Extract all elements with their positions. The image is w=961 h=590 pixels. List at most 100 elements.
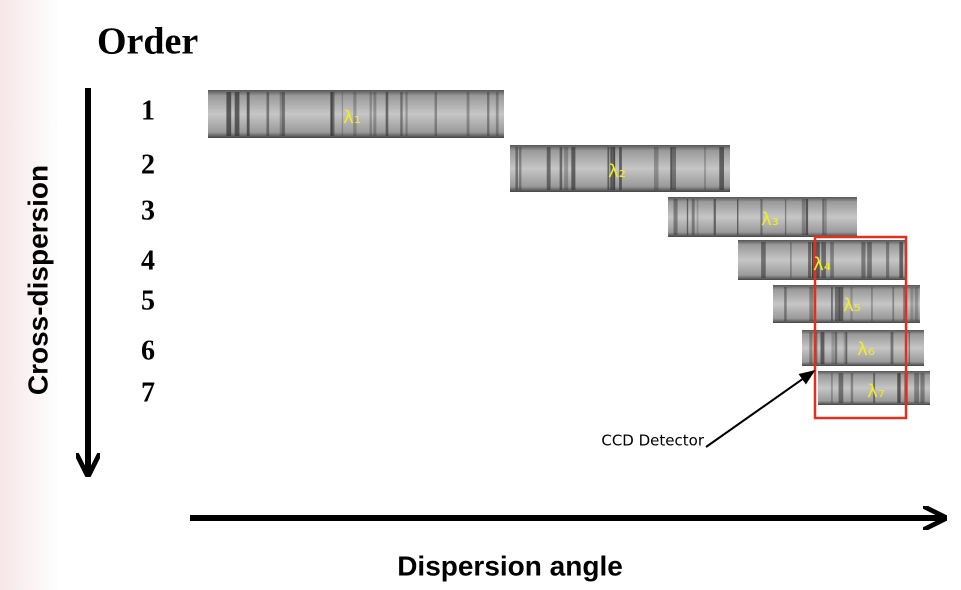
absorption-line: [850, 287, 853, 321]
background-edge: [0, 0, 60, 590]
absorption-line: [861, 242, 866, 278]
spectrum-strip: [668, 197, 857, 237]
absorption-line: [814, 242, 820, 278]
absorption-line: [405, 92, 408, 136]
absorption-line: [607, 147, 609, 190]
absorption-line: [466, 92, 470, 136]
absorption-line: [899, 242, 903, 278]
absorption-line: [546, 147, 551, 190]
absorption-line: [760, 199, 762, 235]
absorption-line: [373, 92, 377, 136]
absorption-line: [821, 242, 826, 278]
absorption-line: [809, 287, 814, 321]
absorption-line: [564, 147, 569, 190]
absorption-line: [831, 287, 833, 321]
absorption-line: [279, 92, 284, 136]
absorption-line: [815, 332, 818, 364]
absorption-line: [809, 332, 813, 364]
absorption-line: [234, 92, 240, 136]
absorption-line: [487, 92, 490, 136]
absorption-line: [761, 242, 766, 278]
detector-label: CCD Detector: [601, 432, 704, 450]
absorption-line: [761, 199, 763, 235]
order-number: 2: [141, 149, 155, 180]
absorption-line: [834, 287, 840, 321]
absorption-line: [400, 92, 402, 136]
wavelength-label: λ₃: [761, 209, 779, 230]
absorption-line: [784, 199, 787, 235]
absorption-line: [790, 242, 792, 278]
absorption-line: [737, 199, 739, 235]
wavelength-label: λ₁: [343, 107, 361, 128]
absorption-line: [910, 287, 914, 321]
order-number: 7: [141, 377, 155, 408]
title: Order: [97, 21, 198, 63]
absorption-line: [434, 92, 437, 136]
absorption-line: [873, 373, 876, 403]
absorption-line: [834, 332, 838, 364]
wavelength-label: λ₅: [843, 295, 861, 316]
absorption-line: [571, 147, 576, 190]
orders: [208, 90, 930, 405]
absorption-line: [369, 92, 372, 136]
absorption-line: [559, 147, 563, 190]
order-number: 6: [141, 335, 155, 366]
absorption-line: [686, 199, 688, 235]
y-axis-label: Cross-dispersion: [22, 165, 53, 395]
absorption-line: [831, 332, 835, 364]
absorption-line: [830, 242, 834, 278]
absorption-line: [805, 199, 809, 235]
order-number: 1: [141, 95, 155, 126]
absorption-line: [838, 287, 844, 321]
detector-arrow: [705, 370, 816, 448]
absorption-line: [914, 373, 920, 403]
absorption-line: [845, 332, 848, 364]
absorption-line: [234, 92, 240, 136]
absorption-line: [653, 147, 659, 190]
absorption-line: [341, 92, 344, 136]
absorption-line: [619, 147, 622, 190]
absorption-line: [897, 373, 901, 403]
absorption-line: [226, 92, 232, 136]
absorption-line: [850, 373, 854, 403]
absorption-line: [330, 92, 335, 136]
absorption-line: [610, 147, 616, 190]
absorption-line: [266, 92, 270, 136]
absorption-line: [892, 287, 895, 321]
wavelength-label: λ₆: [857, 339, 875, 360]
absorption-line: [784, 287, 787, 321]
absorption-line: [519, 147, 522, 190]
absorption-line: [886, 242, 890, 278]
absorption-line: [613, 147, 615, 190]
absorption-line: [719, 147, 724, 190]
spectrum-strip: [208, 90, 504, 138]
absorption-line: [838, 373, 844, 403]
absorption-line: [670, 147, 673, 190]
absorption-line: [246, 92, 250, 136]
absorption-line: [691, 199, 695, 235]
absorption-line: [890, 332, 894, 364]
order-number: 5: [141, 285, 155, 316]
wavelength-label: λ₂: [608, 161, 626, 182]
absorption-line: [812, 242, 814, 278]
absorption-line: [672, 147, 677, 190]
absorption-line: [914, 287, 919, 321]
absorption-line: [843, 332, 845, 364]
absorption-line: [920, 373, 925, 403]
absorption-line: [515, 147, 518, 190]
absorption-line: [867, 242, 872, 278]
absorption-line: [871, 287, 873, 321]
absorption-line: [830, 373, 833, 403]
absorption-line: [704, 147, 707, 190]
absorption-line: [713, 199, 716, 235]
absorption-line: [353, 92, 357, 136]
absorption-line: [822, 199, 825, 235]
absorption-line: [673, 199, 678, 235]
x-axis-label: Dispersion angle: [397, 550, 623, 581]
absorption-line: [401, 92, 403, 136]
wavelength-label: λ₄: [813, 254, 831, 275]
absorption-line: [282, 92, 286, 136]
absorption-line: [801, 199, 806, 235]
absorption-line: [822, 199, 827, 235]
